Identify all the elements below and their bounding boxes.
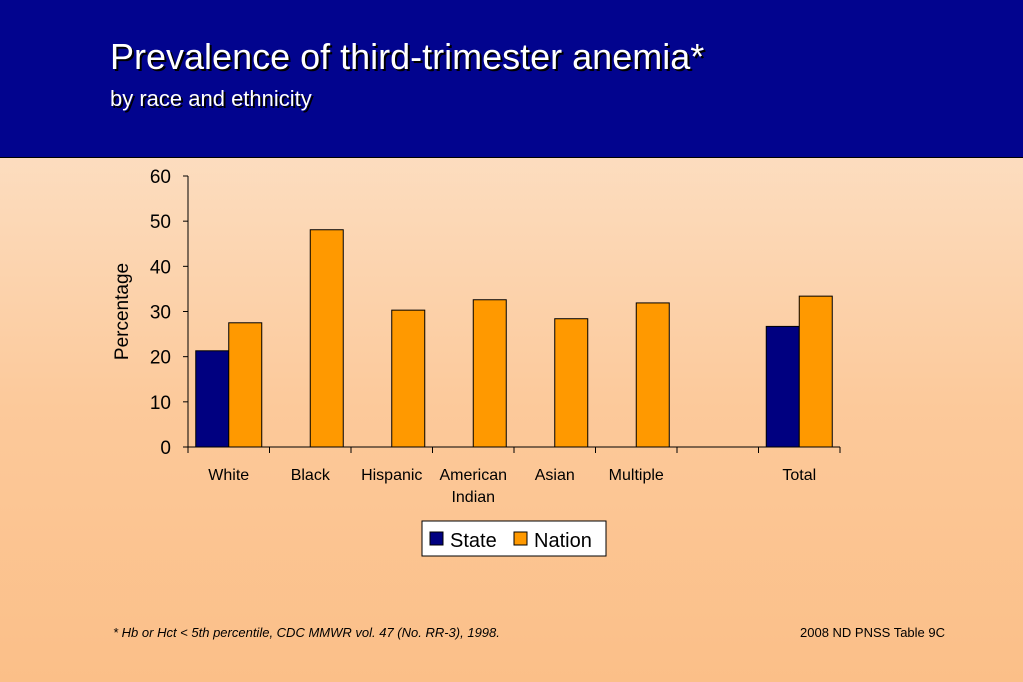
y-tick-label: 0 [160, 438, 171, 459]
y-tick-label: 40 [150, 257, 171, 278]
x-category-label: Hispanic [361, 467, 422, 484]
bar-nation [391, 309, 426, 448]
bar-nation [472, 299, 507, 448]
legend-swatch-state [429, 531, 444, 546]
x-category-label: White [208, 467, 249, 484]
y-axis-title: Percentage [112, 263, 133, 360]
x-category-label: Black [291, 467, 331, 484]
x-category-label: Indian [451, 489, 495, 506]
bar-nation [309, 229, 344, 448]
footnote: * Hb or Hct < 5th percentile, CDC MMWR v… [113, 625, 500, 640]
y-tick-label: 10 [150, 393, 171, 414]
bar-nation [554, 318, 589, 448]
bar-nation [635, 302, 670, 448]
bar-state [195, 350, 230, 448]
y-tick-label: 20 [150, 348, 171, 369]
slide-title: Prevalence of third-trimester anemia* [110, 36, 705, 77]
bar-state [765, 325, 800, 448]
x-category-label: American [439, 467, 507, 484]
y-tick-label: 60 [150, 167, 171, 188]
slide-subtitle: by race and ethnicity [110, 86, 312, 111]
x-category-label: Asian [535, 467, 575, 484]
x-category-label: Total [782, 467, 816, 484]
source-note: 2008 ND PNSS Table 9C [800, 625, 946, 640]
legend-label-state: State [450, 530, 497, 552]
y-tick-label: 30 [150, 303, 171, 324]
x-category-label: Multiple [609, 467, 664, 484]
legend-label-nation: Nation [534, 530, 592, 552]
legend-swatch-nation [513, 531, 528, 546]
bar-chart: 0 10 20 30 40 50 60 Percentage White Black Hispani… [112, 167, 841, 557]
y-tick-label: 50 [150, 212, 171, 233]
bar-nation [798, 295, 833, 448]
bar-nation [228, 322, 263, 448]
header-bar: Prevalence of third-trimester anemia* by… [0, 0, 1023, 158]
